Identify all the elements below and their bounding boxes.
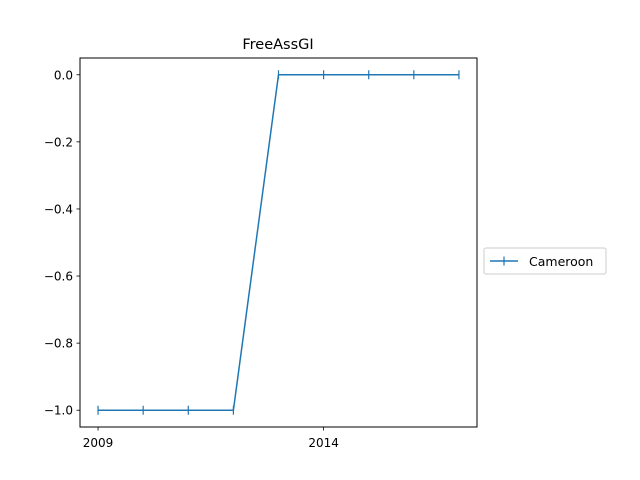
chart-title: FreeAssGI	[242, 37, 313, 53]
series-line	[98, 74, 459, 411]
legend-box	[483, 247, 607, 275]
y-tick-label: 0.0	[54, 68, 73, 82]
plot-frame	[79, 57, 478, 428]
y-tick-label: −0.6	[44, 270, 73, 284]
legend[interactable]: Cameroon	[483, 247, 607, 275]
y-tick-label: −0.2	[44, 135, 73, 149]
x-axis: 2009 2014	[83, 427, 339, 450]
y-tick-label: −0.4	[44, 202, 73, 216]
x-tick-label: 2014	[308, 436, 339, 450]
y-axis: 0.0 −0.2 −0.4 −0.6 −0.8 −1.0	[44, 68, 80, 418]
legend-label-cameroon: Cameroon	[529, 254, 593, 269]
series-layer	[97, 70, 460, 415]
y-tick-label: −0.8	[44, 337, 73, 351]
plot-area	[79, 57, 478, 428]
x-tick-label: 2009	[83, 436, 114, 450]
y-tick-label: −1.0	[44, 404, 73, 418]
